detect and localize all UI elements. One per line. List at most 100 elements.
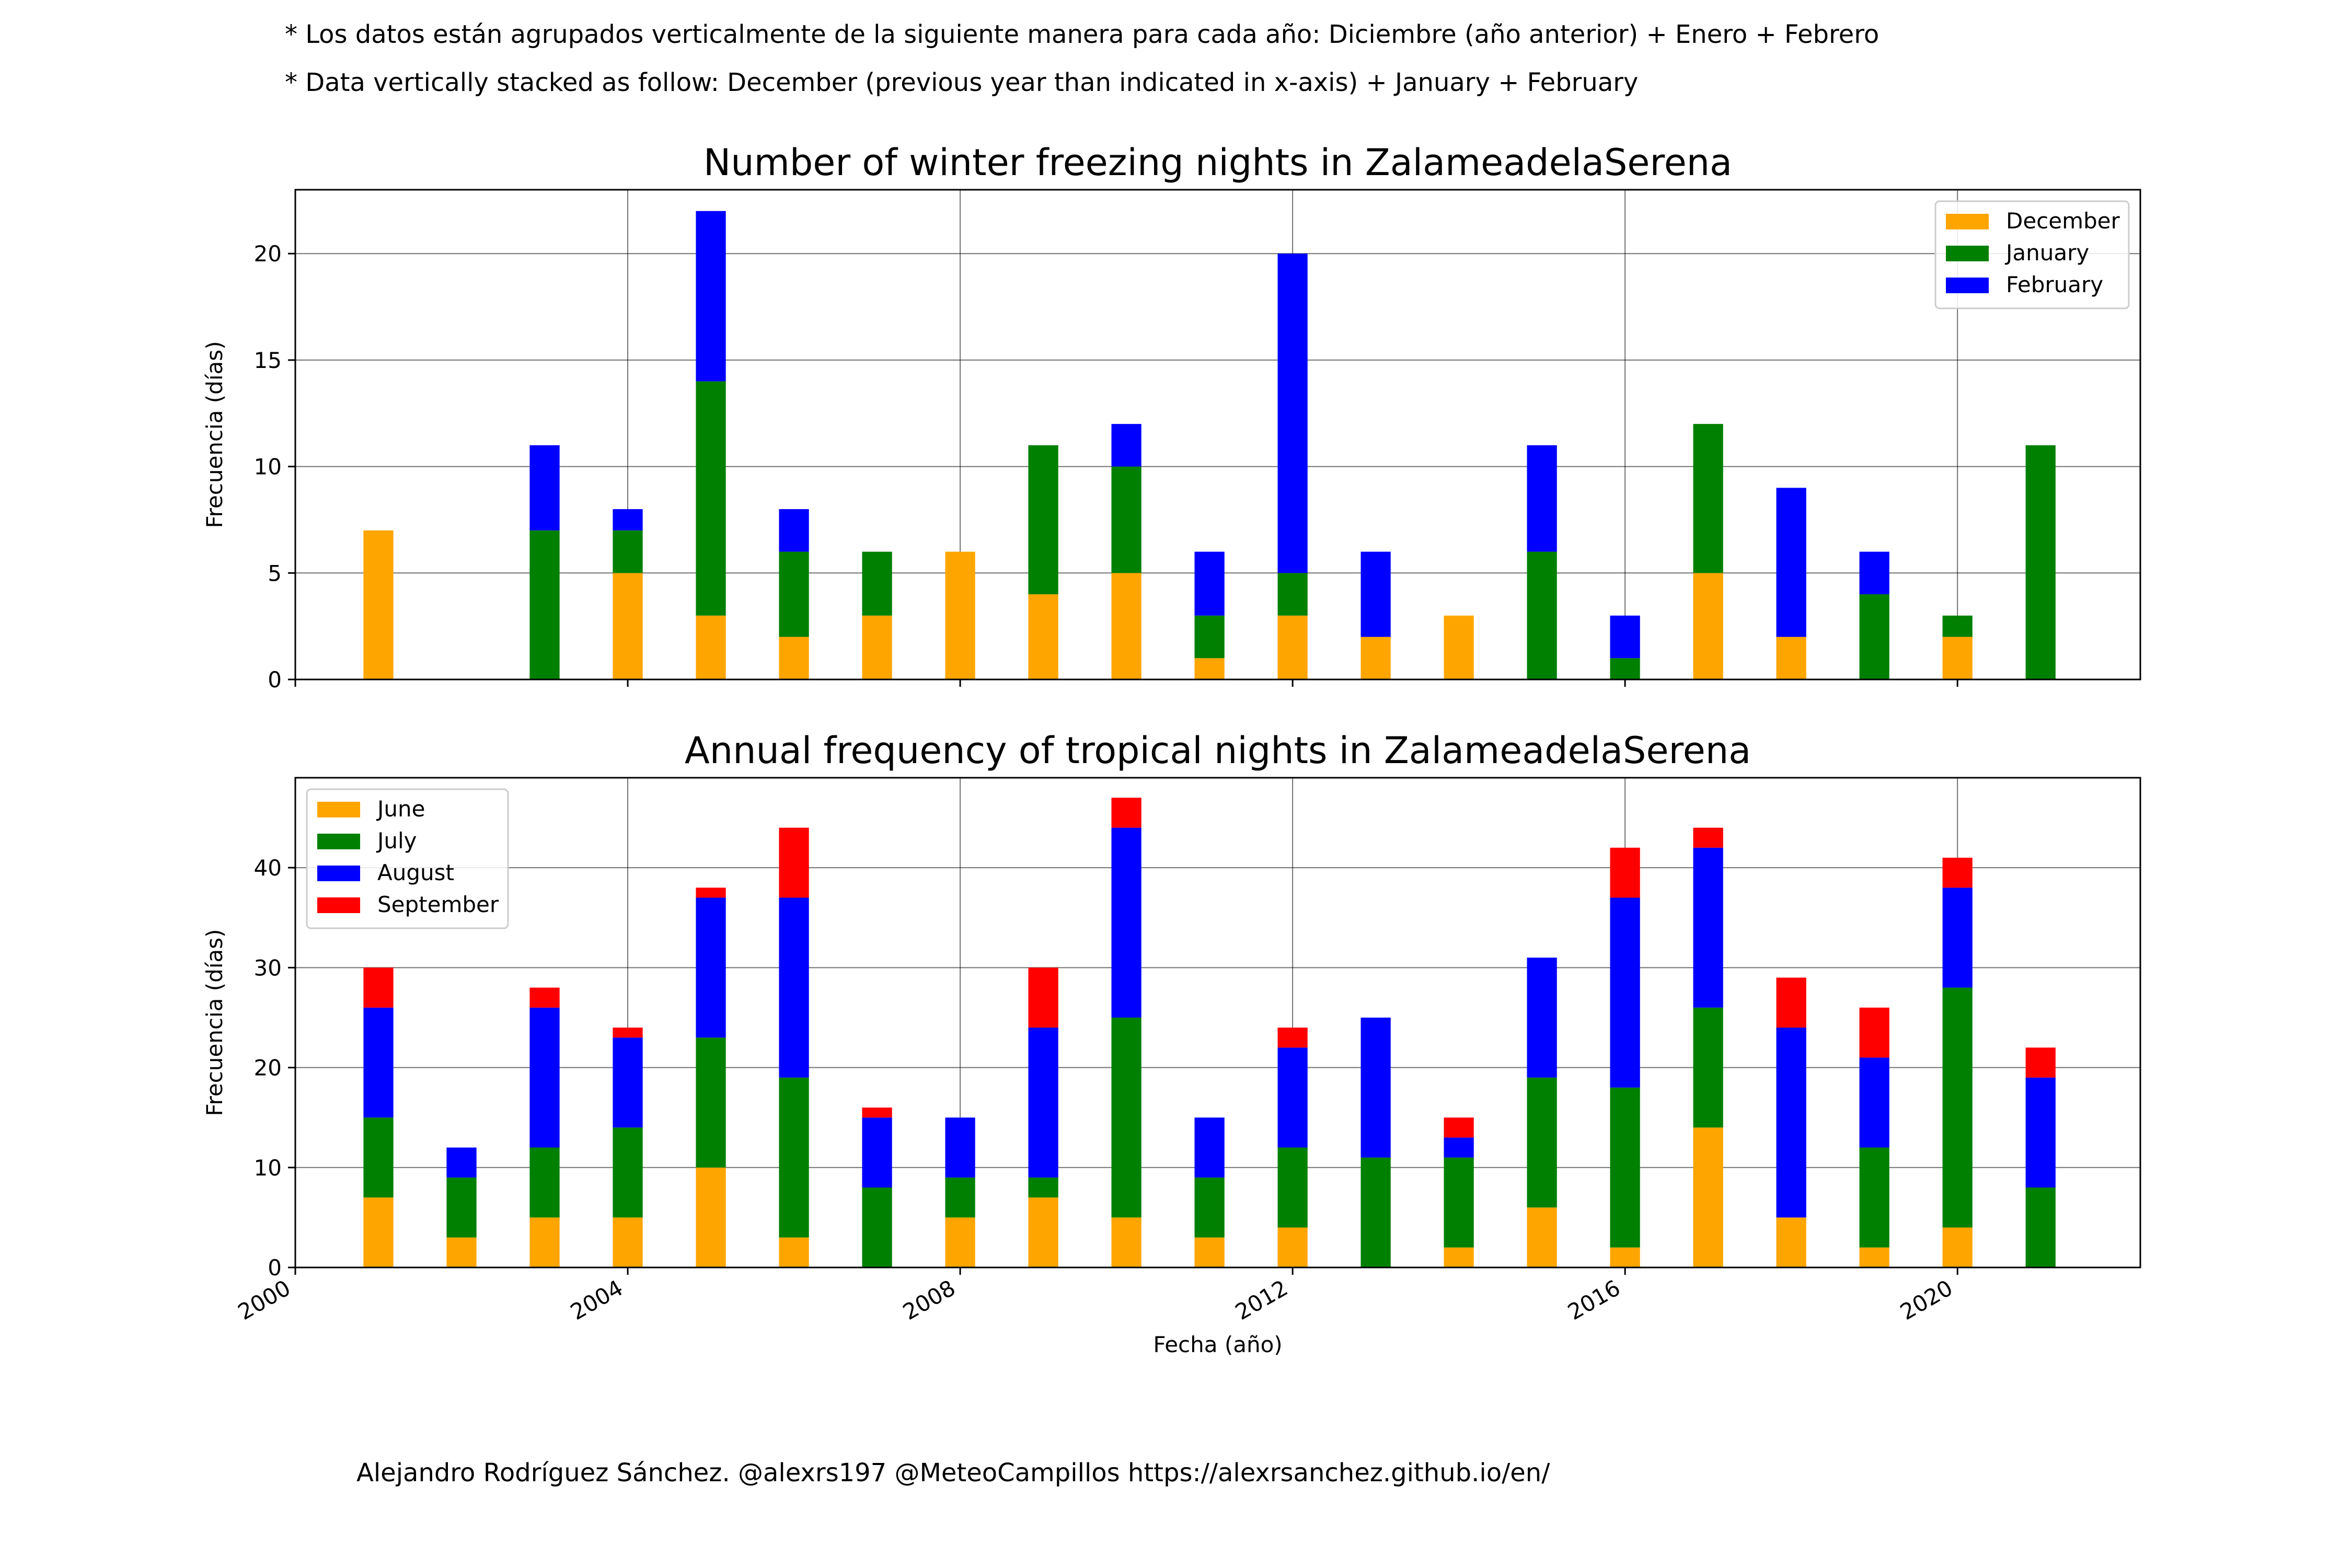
bar-june-2012 bbox=[1277, 1227, 1308, 1267]
legend: June July August September bbox=[306, 788, 509, 929]
bar-december-2008 bbox=[945, 551, 975, 679]
bar-august-2002 bbox=[446, 1147, 477, 1178]
bar-january-2003 bbox=[529, 530, 560, 679]
bar-june-2020 bbox=[1942, 1227, 1973, 1267]
bar-july-2001 bbox=[363, 1117, 394, 1198]
bar-june-2019 bbox=[1859, 1247, 1889, 1267]
ytick-label-0: 0 bbox=[268, 1255, 282, 1281]
bar-july-2017 bbox=[1693, 1007, 1723, 1128]
bar-july-2003 bbox=[529, 1147, 560, 1218]
bar-december-2018 bbox=[1776, 637, 1806, 679]
bar-june-2008 bbox=[945, 1217, 975, 1267]
bar-december-2004 bbox=[613, 573, 643, 679]
chart-title: Number of winter freezing nights in Zala… bbox=[704, 141, 1732, 184]
bar-august-2017 bbox=[1693, 847, 1723, 1008]
bar-august-2019 bbox=[1859, 1057, 1889, 1148]
bar-september-2020 bbox=[1942, 857, 1973, 888]
bar-january-2009 bbox=[1028, 445, 1058, 595]
bar-september-2018 bbox=[1776, 977, 1806, 1028]
bar-january-2019 bbox=[1859, 594, 1889, 679]
bar-july-2021 bbox=[2025, 1187, 2056, 1267]
bar-september-2012 bbox=[1277, 1028, 1308, 1048]
bar-september-2003 bbox=[529, 987, 560, 1008]
bar-august-2009 bbox=[1028, 1028, 1058, 1178]
bar-february-2006 bbox=[779, 509, 809, 552]
bar-august-2003 bbox=[529, 1007, 560, 1148]
xtick-label-2004: 2004 bbox=[566, 1275, 627, 1325]
bar-december-2014 bbox=[1444, 615, 1474, 679]
bar-july-2002 bbox=[446, 1177, 477, 1238]
xtick-label-2000: 2000 bbox=[234, 1275, 295, 1325]
legend-label-june: June bbox=[376, 796, 425, 822]
ytick-label-30: 30 bbox=[254, 955, 282, 981]
bar-february-2003 bbox=[529, 445, 560, 531]
bar-february-2004 bbox=[613, 509, 643, 531]
chart-1: 0 5 10 15 20 Number of winter freezing nights… bbox=[202, 141, 2141, 693]
bar-august-2010 bbox=[1111, 827, 1142, 1018]
bar-december-2013 bbox=[1361, 637, 1391, 679]
bar-december-2011 bbox=[1194, 658, 1225, 679]
legend-label-july: July bbox=[376, 828, 417, 854]
xtick-label-2016: 2016 bbox=[1563, 1275, 1624, 1325]
bar-june-2003 bbox=[529, 1217, 560, 1267]
bar-june-2018 bbox=[1776, 1217, 1806, 1267]
bar-june-2006 bbox=[779, 1237, 809, 1267]
bar-december-2007 bbox=[862, 615, 892, 679]
bar-january-2016 bbox=[1610, 658, 1640, 679]
bar-february-2016 bbox=[1610, 615, 1640, 659]
bar-august-2004 bbox=[613, 1037, 643, 1128]
bar-january-2007 bbox=[862, 551, 892, 616]
ytick-label-20: 20 bbox=[254, 241, 282, 267]
xtick-label-2012: 2012 bbox=[1231, 1275, 1292, 1325]
bar-june-2001 bbox=[363, 1197, 394, 1267]
bar-june-2011 bbox=[1194, 1237, 1225, 1267]
bar-january-2006 bbox=[779, 551, 809, 637]
legend-swatch-february bbox=[1946, 278, 1989, 293]
bar-september-2007 bbox=[862, 1108, 892, 1118]
legend-swatch-december bbox=[1946, 214, 1989, 229]
bar-september-2010 bbox=[1111, 798, 1142, 828]
legend-label-february: February bbox=[2006, 272, 2103, 297]
note-spanish: * Los datos están agrupados verticalment… bbox=[285, 20, 1880, 49]
y-axis-label: Frecuencia (días) bbox=[202, 929, 227, 1116]
bar-september-2005 bbox=[696, 887, 726, 898]
legend-label-january: January bbox=[2004, 240, 2089, 266]
bar-june-2017 bbox=[1693, 1127, 1723, 1267]
bar-september-2021 bbox=[2025, 1047, 2056, 1078]
bar-january-2004 bbox=[613, 530, 643, 573]
x-axis-label: Fecha (año) bbox=[1153, 1332, 1282, 1357]
chart-title: Annual frequency of tropical nights in Z… bbox=[685, 729, 1751, 772]
bar-july-2006 bbox=[779, 1077, 809, 1238]
bar-january-2005 bbox=[696, 381, 726, 616]
bar-december-2012 bbox=[1277, 615, 1308, 679]
plot-frame bbox=[294, 777, 2141, 1269]
bar-july-2020 bbox=[1942, 987, 1973, 1228]
bar-january-2021 bbox=[2025, 445, 2056, 679]
bar-february-2012 bbox=[1277, 253, 1308, 573]
bar-july-2012 bbox=[1277, 1147, 1308, 1228]
note-english: * Data vertically stacked as follow: Dec… bbox=[285, 68, 1639, 97]
bar-december-2005 bbox=[696, 615, 726, 679]
bar-september-2001 bbox=[363, 967, 394, 1008]
credit-line: Alejandro Rodríguez Sánchez. @alexrs197 … bbox=[356, 1458, 1550, 1488]
bar-september-2019 bbox=[1859, 1007, 1889, 1058]
ytick-label-20: 20 bbox=[254, 1055, 282, 1081]
ytick-label-10: 10 bbox=[254, 454, 282, 480]
bar-august-2008 bbox=[945, 1117, 975, 1178]
ytick-label-15: 15 bbox=[254, 348, 282, 373]
bar-july-2004 bbox=[613, 1127, 643, 1218]
y-axis-label: Frecuencia (días) bbox=[202, 341, 227, 528]
legend-label-august: August bbox=[377, 860, 454, 885]
bar-june-2005 bbox=[696, 1167, 726, 1267]
legend-swatch-june bbox=[317, 802, 360, 817]
ytick-label-0: 0 bbox=[268, 667, 282, 693]
bar-december-2009 bbox=[1028, 594, 1058, 679]
bar-august-2021 bbox=[2025, 1077, 2056, 1188]
bar-february-2018 bbox=[1776, 488, 1806, 637]
bar-september-2014 bbox=[1444, 1117, 1474, 1138]
bar-february-2019 bbox=[1859, 551, 1889, 595]
bar-february-2013 bbox=[1361, 551, 1391, 637]
ytick-label-40: 40 bbox=[254, 855, 282, 881]
bar-august-2016 bbox=[1610, 897, 1640, 1088]
